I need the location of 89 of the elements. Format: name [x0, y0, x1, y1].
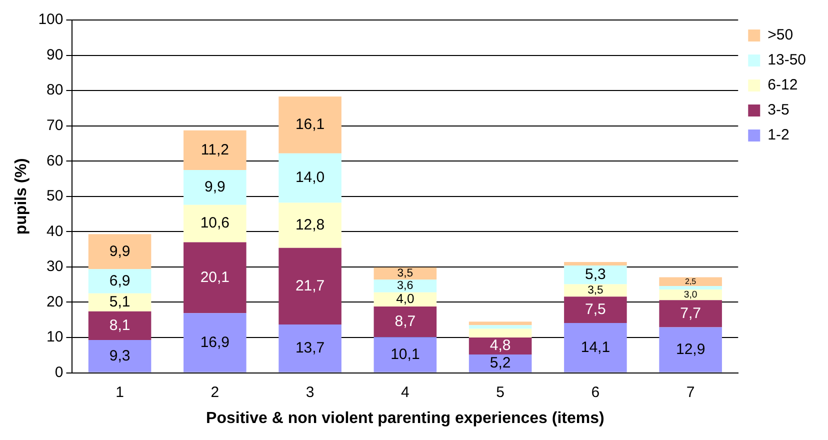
- data-label: 8,7: [394, 312, 416, 330]
- data-label: 5,3: [585, 266, 606, 284]
- bar: [659, 277, 722, 286]
- bar: [659, 300, 722, 328]
- bar: [374, 292, 437, 306]
- data-label: 16,9: [200, 334, 230, 351]
- data-label: 10,1: [390, 346, 420, 363]
- bar: [278, 153, 342, 203]
- bar: [278, 248, 342, 324]
- data-label: 7,7: [680, 304, 701, 322]
- legend-label: 1-2: [768, 126, 790, 144]
- y-axis-title: pupils (%): [13, 158, 30, 235]
- bar: [468, 322, 532, 326]
- bar: [564, 323, 627, 372]
- bar: [88, 269, 152, 294]
- x-tick-label: 5: [496, 384, 504, 401]
- y-tick-label: 50: [46, 188, 64, 205]
- data-label: 9,3: [109, 347, 130, 364]
- data-label: 5,2: [490, 354, 511, 372]
- y-tick-label: 20: [46, 293, 64, 310]
- bar: [659, 286, 722, 290]
- data-label: 2,5: [685, 276, 697, 286]
- data-label: 3,0: [684, 289, 698, 300]
- data-label: 6,9: [109, 272, 130, 290]
- data-label: 7,5: [585, 300, 606, 318]
- data-label: 16,1: [295, 116, 325, 134]
- bar: [468, 354, 532, 372]
- bar: [468, 325, 532, 329]
- y-tick-label: 0: [54, 364, 64, 381]
- data-label: 5,1: [109, 294, 130, 311]
- y-tick-label: 70: [46, 116, 64, 134]
- bar: [88, 311, 152, 340]
- legend-label: 13-50: [768, 52, 806, 69]
- data-label: 11,2: [200, 141, 229, 158]
- x-tick-label: 3: [306, 384, 314, 401]
- data-label: 14,0: [295, 169, 325, 186]
- bar: [278, 96, 342, 154]
- legend-label: >50: [768, 26, 794, 44]
- data-label: 4,0: [396, 291, 414, 306]
- data-label: 9,9: [109, 242, 130, 260]
- bar: [564, 296, 627, 324]
- x-tick-label: 1: [116, 384, 124, 401]
- bar: [374, 306, 437, 338]
- bar: [374, 337, 437, 372]
- legend-label: 3-5: [768, 102, 790, 119]
- bar: [659, 327, 722, 372]
- bar: [278, 324, 342, 372]
- y-tick-label: 30: [46, 258, 64, 276]
- data-label: 13,7: [295, 340, 325, 357]
- x-axis-title: Positive & non violent parenting experiences (items): [206, 410, 604, 427]
- bar: [564, 284, 627, 297]
- data-label: 20,1: [200, 268, 230, 286]
- data-label: 4,8: [490, 337, 511, 354]
- y-tick-label: 100: [38, 11, 64, 28]
- data-label: 12,8: [295, 216, 325, 234]
- bar: [184, 130, 246, 170]
- bar: [184, 313, 246, 372]
- x-tick-label: 2: [210, 384, 220, 401]
- data-label: 8,1: [109, 316, 130, 334]
- y-tick-label: 10: [46, 328, 64, 346]
- bar: [374, 280, 437, 292]
- bar: [88, 340, 152, 372]
- y-tick-label: 40: [46, 222, 64, 240]
- legend-label: 6-12: [768, 76, 798, 94]
- data-label: 14,1: [580, 338, 610, 356]
- data-label: 3,6: [397, 279, 414, 292]
- data-label: 21,7: [295, 277, 325, 294]
- bar: [278, 202, 342, 248]
- bar: [564, 262, 627, 266]
- bar: [659, 290, 722, 300]
- bar: [184, 170, 246, 205]
- data-label: 10,6: [200, 214, 230, 232]
- x-tick-label: 6: [591, 384, 600, 401]
- bar: [468, 328, 532, 338]
- data-label: 3,5: [397, 268, 414, 280]
- y-tick-label: 80: [46, 82, 64, 99]
- bar: [88, 293, 152, 312]
- x-tick-label: 4: [401, 384, 410, 401]
- bar: [184, 242, 246, 314]
- bar: [564, 266, 627, 284]
- data-label: 3,5: [588, 284, 604, 297]
- data-label: 12,9: [676, 340, 706, 358]
- y-tick-label: 60: [46, 152, 64, 170]
- bar: [184, 204, 246, 242]
- bar: [468, 338, 532, 354]
- data-label: 9,9: [204, 178, 226, 196]
- bar: [88, 234, 152, 270]
- y-tick-label: 90: [46, 46, 64, 64]
- x-tick-label: 7: [686, 384, 695, 401]
